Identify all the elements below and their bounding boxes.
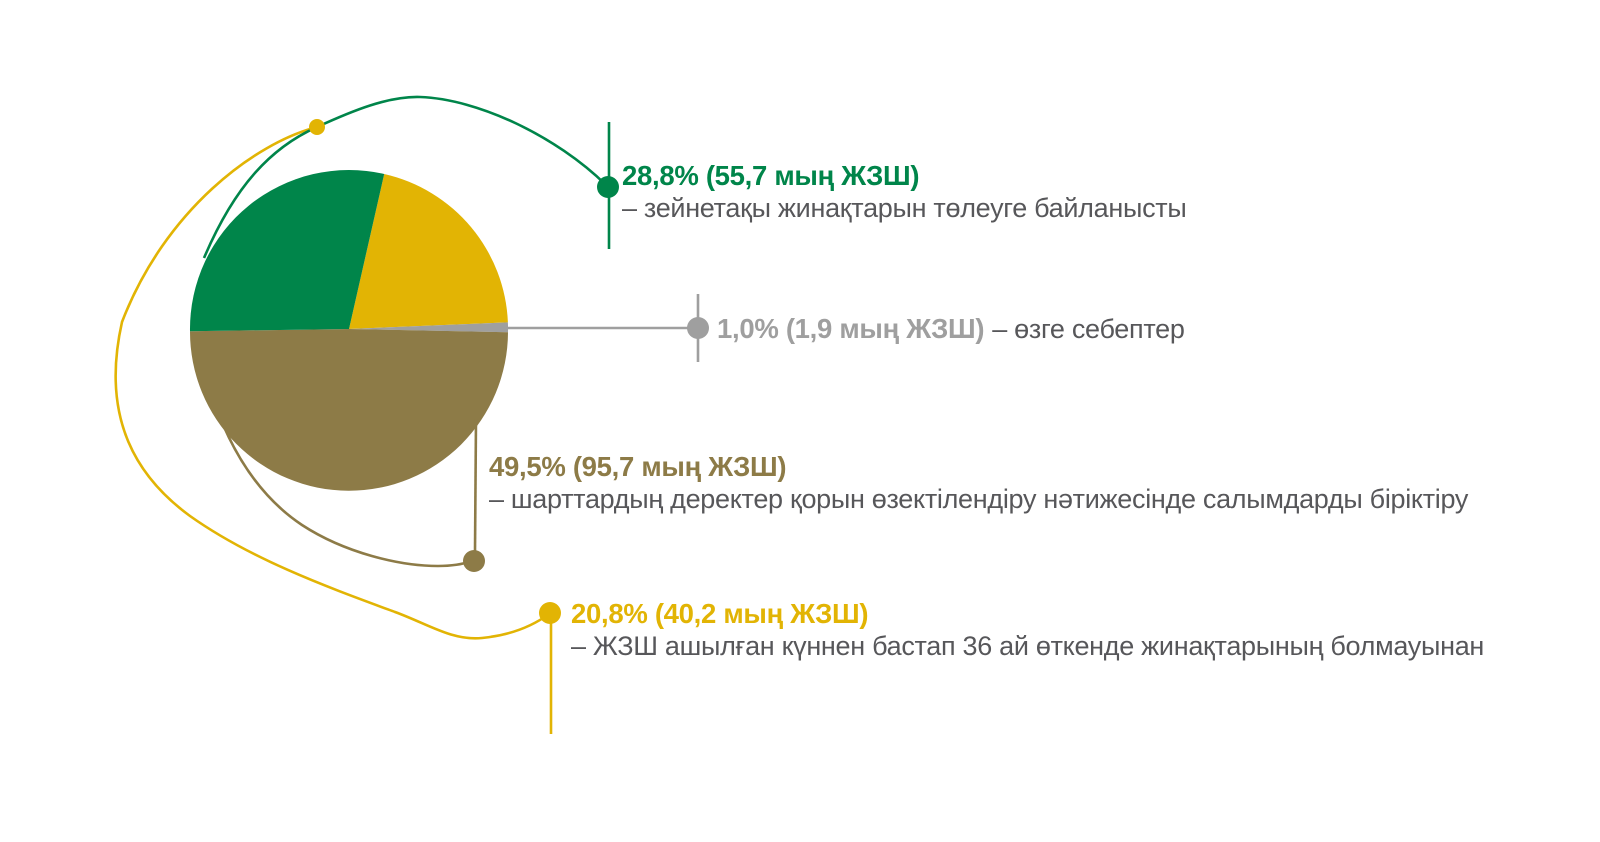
callout-dot-gray [687, 317, 709, 339]
pie-slice-no-savings-36-months [349, 174, 508, 329]
callout-dot-yellow [539, 602, 561, 624]
callout-headline-deposit-consolidation: 49,5% (95,7 мың ЖЗШ) [489, 451, 787, 482]
pie-chart [189, 170, 509, 491]
callout-description-deposit-consolidation: – шарттардың деректер қорын өзектілендір… [489, 484, 1469, 514]
orbit-intersection-dot-yellow [309, 119, 325, 135]
orbit-arc-olive [206, 382, 469, 568]
callout-description-no-savings-36-months: – ЖЗШ ашылған күннен бастап 36 ай өткенд… [571, 631, 1485, 661]
callout-description-other-reasons: – өзге себептер [992, 314, 1185, 344]
callout-headline-no-savings-36-months: 20,8% (40,2 мың ЖЗШ) [571, 598, 869, 629]
callout-headline-pension-payouts: 28,8% (55,7 мың ЖЗШ) [622, 160, 920, 191]
leader-line-olive-vertical [473, 418, 478, 552]
pie-slice-pension-payouts [189, 170, 385, 332]
callout-dot-green [597, 176, 619, 198]
callout-no-savings-36-months: 20,8% (40,2 мың ЖЗШ) – ЖЗШ ашылған күнне… [571, 597, 1484, 663]
pie-slice-deposit-consolidation [189, 329, 508, 491]
pie-slice-other-reasons [349, 322, 509, 333]
callout-other-reasons: 1,0% (1,9 мың ЖЗШ) – өзге себептер [717, 312, 1185, 346]
callout-headline-other-reasons: 1,0% (1,9 мың ЖЗШ) [717, 313, 985, 344]
orbit-arc-yellow [114, 125, 550, 640]
callout-deposit-consolidation: 49,5% (95,7 мың ЖЗШ) – шарттардың дерект… [489, 450, 1468, 516]
orbit-arc-green [202, 95, 607, 259]
callout-dot-olive [463, 550, 485, 572]
callout-description-pension-payouts: – зейнетақы жинақтарын төлеуге байланыст… [622, 193, 1187, 223]
callout-pension-payouts: 28,8% (55,7 мың ЖЗШ) – зейнетақы жинақта… [622, 159, 1187, 225]
